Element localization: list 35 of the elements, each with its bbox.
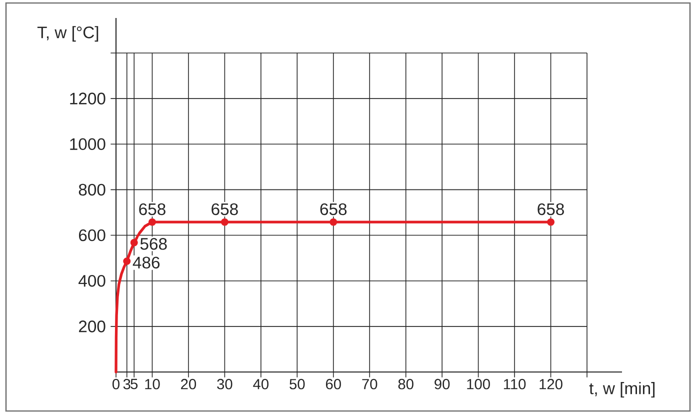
- x-tick-label: 100: [467, 378, 490, 390]
- x-tick-label: 20: [181, 378, 196, 390]
- point: [220, 218, 228, 226]
- x-tick-label: 90: [434, 378, 450, 390]
- data-label: 658: [139, 203, 166, 216]
- y-tick-label: 400: [78, 274, 106, 287]
- x-tick-label: 110: [504, 378, 526, 390]
- point: [547, 218, 555, 226]
- y-tick-label: 200: [78, 320, 106, 332]
- point: [130, 238, 138, 246]
- data-label: 658: [212, 203, 238, 216]
- y-tick-label: 800: [78, 184, 106, 196]
- data-label: 568: [140, 238, 167, 250]
- x-tick-label: 80: [398, 378, 414, 390]
- data-label: 486: [132, 256, 160, 268]
- point: [123, 258, 131, 265]
- x-tick-label: 40: [253, 378, 268, 390]
- point: [148, 218, 156, 226]
- data-label: 658: [538, 203, 564, 216]
- x-tick-label: 50: [290, 378, 305, 390]
- x-tick-label: 10: [145, 378, 160, 390]
- y-axis-title: T, w [°C]: [37, 26, 98, 42]
- point: [330, 218, 338, 226]
- x-axis-title: t, w [min]: [589, 382, 655, 398]
- y-tick-label: 1200: [70, 92, 106, 104]
- x-tick-label: 0: [112, 378, 120, 390]
- x-tick-label: 120: [540, 378, 562, 390]
- x-tick-label: 30: [217, 378, 232, 390]
- data-label: 658: [320, 203, 347, 216]
- x-tick-label: 60: [326, 378, 341, 390]
- y-tick-label: 600: [78, 229, 106, 242]
- x-tick-label: 70: [362, 378, 378, 390]
- x-tick-label: 5: [130, 378, 138, 390]
- x-tick-label: 3: [123, 378, 130, 390]
- y-tick-label: 1000: [70, 138, 106, 150]
